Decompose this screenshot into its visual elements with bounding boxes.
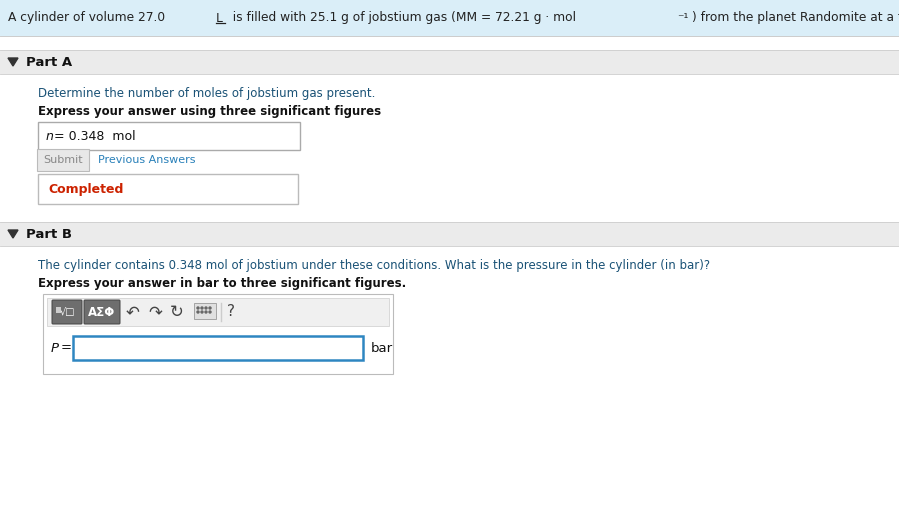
Text: √□: √□ (59, 307, 75, 317)
Text: Part B: Part B (26, 227, 72, 240)
FancyBboxPatch shape (52, 300, 82, 324)
Polygon shape (8, 58, 18, 66)
Text: ?: ? (227, 305, 235, 320)
Text: is filled with 25.1 g of jobstium gas (MM = 72.21 g · mol: is filled with 25.1 g of jobstium gas (M… (225, 12, 575, 25)
Text: Completed: Completed (48, 182, 123, 195)
FancyBboxPatch shape (38, 122, 300, 150)
Circle shape (205, 307, 207, 309)
Bar (47, 298, 389, 326)
Text: ↶: ↶ (126, 303, 140, 321)
Text: L: L (216, 12, 223, 25)
Text: Previous Answers: Previous Answers (98, 155, 195, 165)
Circle shape (197, 311, 199, 313)
Text: ↷: ↷ (148, 303, 162, 321)
Text: Determine the number of moles of jobstium gas present.: Determine the number of moles of jobstiu… (38, 87, 376, 100)
Text: n: n (46, 129, 54, 142)
FancyBboxPatch shape (73, 336, 363, 360)
Circle shape (209, 307, 211, 309)
Circle shape (201, 311, 203, 313)
Text: Submit: Submit (43, 155, 83, 165)
FancyBboxPatch shape (37, 149, 89, 171)
Text: Express your answer in bar to three significant figures.: Express your answer in bar to three sign… (38, 278, 406, 290)
Bar (0, 222, 899, 246)
Polygon shape (8, 230, 18, 238)
Circle shape (197, 307, 199, 309)
Circle shape (201, 307, 203, 309)
FancyBboxPatch shape (194, 303, 216, 319)
FancyBboxPatch shape (84, 300, 120, 324)
Text: ) from the planet Randomite at a temperature of 326: ) from the planet Randomite at a tempera… (692, 12, 899, 25)
Text: A cylinder of volume 27.0: A cylinder of volume 27.0 (8, 12, 169, 25)
Text: Part A: Part A (26, 56, 72, 69)
Text: Express your answer using three significant figures: Express your answer using three signific… (38, 106, 381, 119)
Text: ΑΣΦ: ΑΣΦ (88, 306, 116, 319)
Text: ↻: ↻ (170, 303, 184, 321)
FancyBboxPatch shape (43, 294, 393, 374)
Text: bar: bar (371, 341, 393, 355)
Text: =: = (61, 341, 72, 355)
Text: ⁻¹: ⁻¹ (678, 12, 689, 25)
Bar (0, 50, 899, 74)
Circle shape (205, 311, 207, 313)
FancyBboxPatch shape (38, 174, 298, 204)
Circle shape (209, 311, 211, 313)
Bar (0, 0, 899, 36)
Bar (56, 307, 61, 313)
Text: P: P (51, 341, 59, 355)
Text: = 0.348  mol: = 0.348 mol (54, 129, 136, 142)
Text: The cylinder contains 0.348 mol of jobstium under these conditions. What is the : The cylinder contains 0.348 mol of jobst… (38, 260, 710, 273)
